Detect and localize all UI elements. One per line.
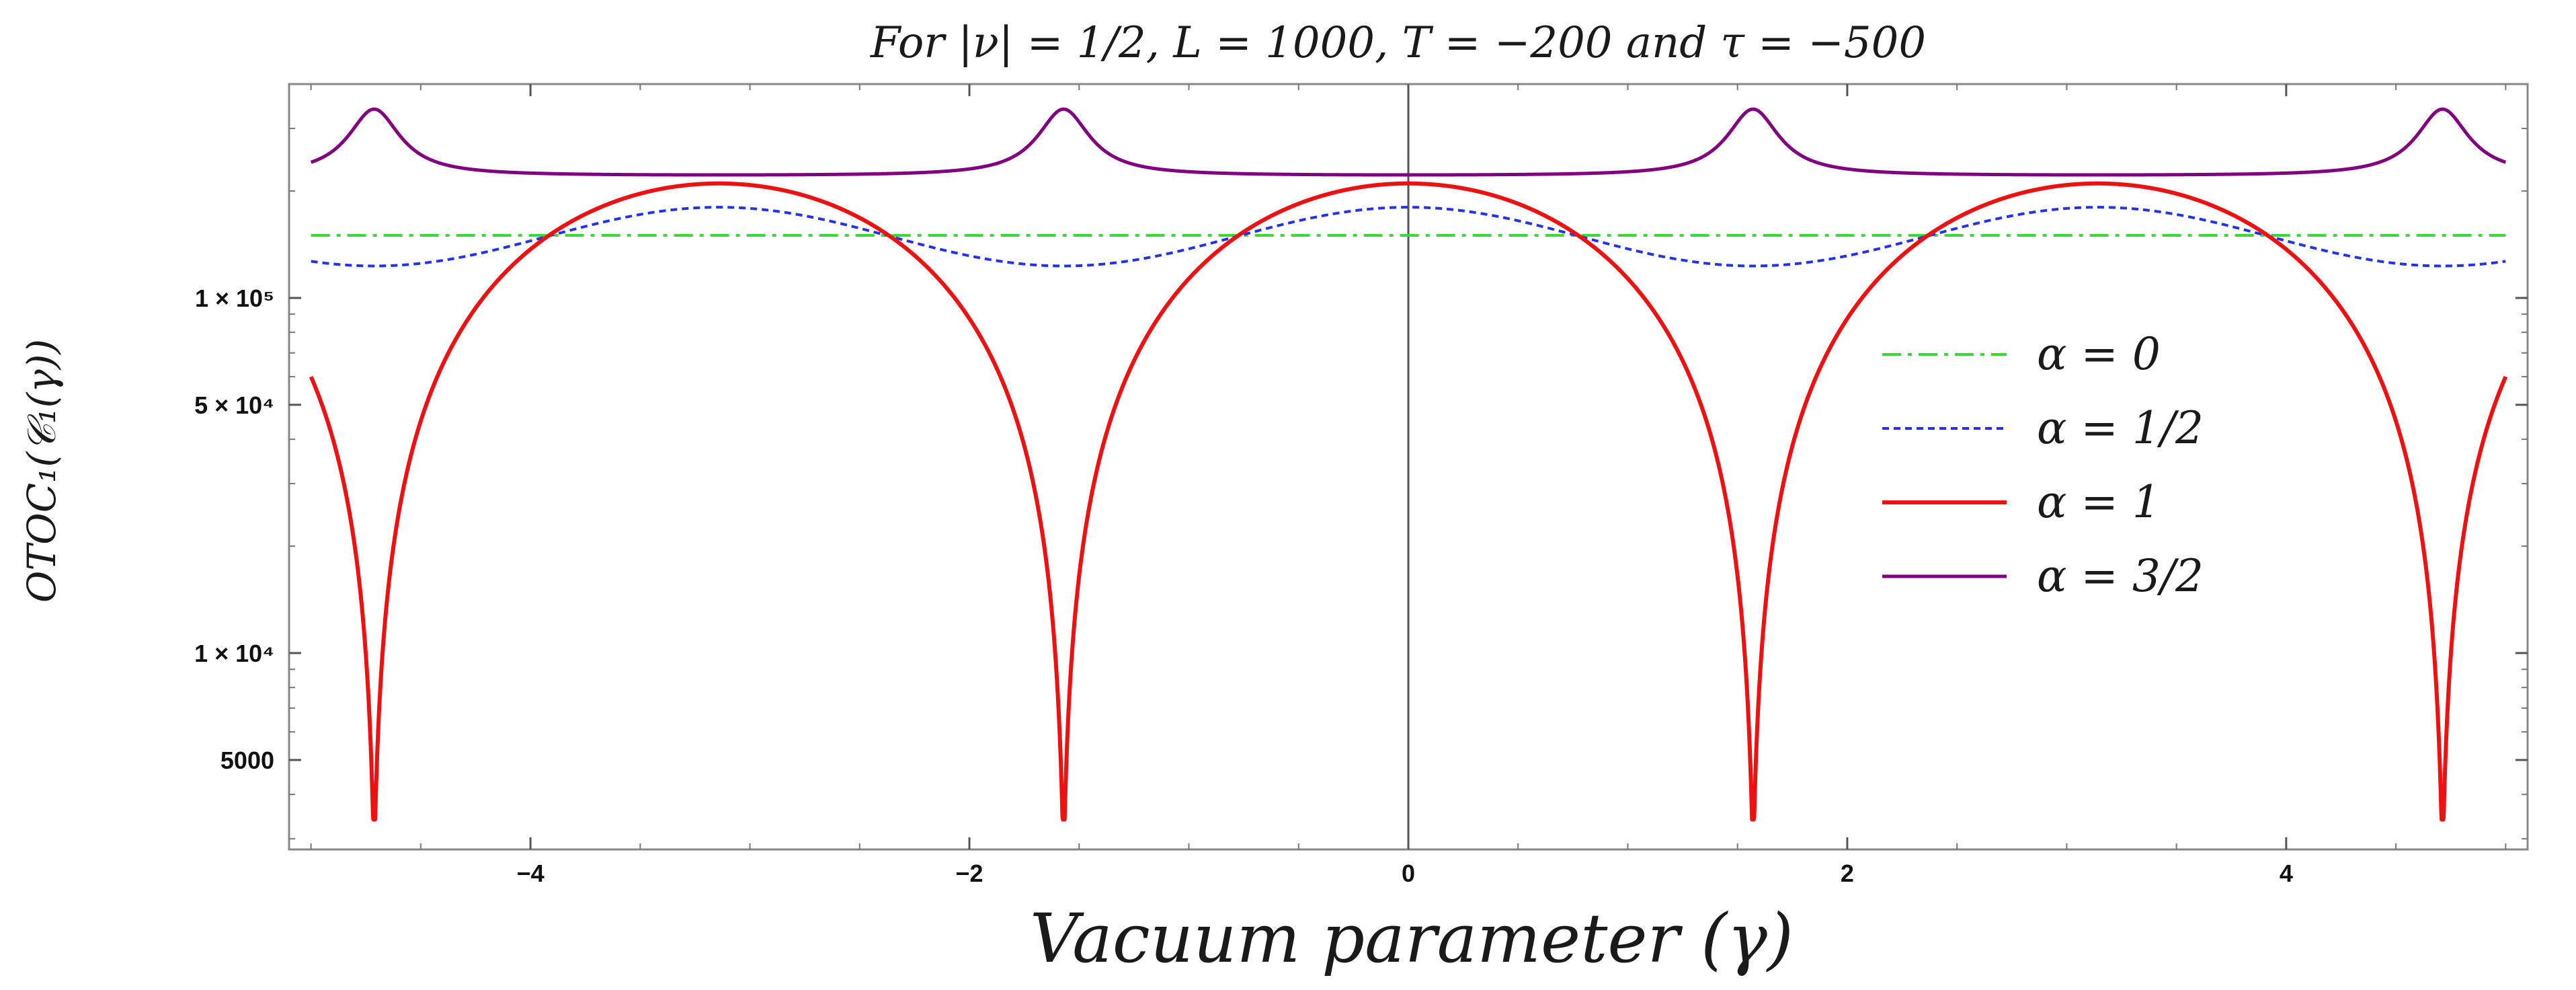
x-axis-ticks: −4 −2 0 2 4 [310,84,2507,887]
x-tick-label: 2 [1841,860,1854,887]
series-line-2 [310,206,2507,268]
legend-label-4: α = 3/2 [2037,550,2204,602]
y-axis-label: OTOC₁(𝒞₁(γ)) [19,339,65,603]
y-tick-label: 5 × 10⁴ [194,391,274,419]
series-line-3 [309,181,2508,822]
y-axis-ticks: 1 × 10⁵ 5 × 10⁴ 1 × 10⁴ 5000 [194,127,2528,840]
y-tick-label: 5000 [220,747,274,774]
x-tick-label: −4 [517,860,545,887]
series-layer [309,107,2508,822]
chart-title: For |ν| = 1/2, L = 1000, T = −200 and τ … [870,18,1926,68]
legend-label-2: α = 1/2 [2037,402,2204,454]
x-tick-label: 0 [1402,860,1415,887]
x-tick-label: 4 [2280,860,2293,887]
legend: α = 0 α = 1/2 α = 1 α = 3/2 [1882,328,2204,602]
series-line-4 [309,107,2507,177]
y-tick-label: 1 × 10⁵ [195,284,274,312]
x-tick-label: −2 [956,860,983,887]
legend-label-1: α = 0 [2037,328,2161,380]
x-axis-label: Vacuum parameter (γ) [1030,899,1794,978]
y-tick-label: 1 × 10⁴ [194,640,274,667]
legend-label-3: α = 1 [2037,476,2161,528]
